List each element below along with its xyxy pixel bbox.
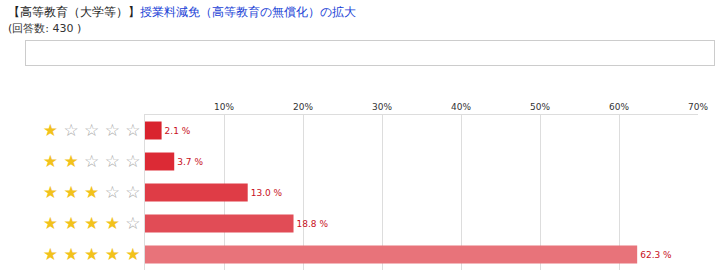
svg-text:18.8 %: 18.8 % xyxy=(297,219,329,229)
svg-text:50%: 50% xyxy=(530,102,550,112)
svg-text:★ ★ ☆ ☆ ☆: ★ ★ ☆ ☆ ☆ xyxy=(43,151,141,171)
svg-text:60%: 60% xyxy=(609,102,629,112)
svg-text:★ ★ ★ ★ ★: ★ ★ ★ ★ ★ xyxy=(43,244,141,264)
html-text:【高等教育（大学等）】授業料減免（高等教育の無償化）の拡大: 【高等教育（大学等）】授業料減免（高等教育の無償化）の拡大 xyxy=(8,5,356,19)
svg-text:10%: 10% xyxy=(214,102,234,112)
html-text:(回答数: 430 ): (回答数: 430 ) xyxy=(8,22,82,35)
svg-text:★ ☆ ☆ ☆ ☆: ★ ☆ ☆ ☆ ☆ xyxy=(43,120,141,140)
svg-text:★ ★ ★ ☆ ☆: ★ ★ ★ ☆ ☆ xyxy=(43,182,141,202)
svg-text:40%: 40% xyxy=(451,102,471,112)
svg-text:62.3 %: 62.3 % xyxy=(640,250,672,260)
svg-text:★ ★ ★ ★ ☆: ★ ★ ★ ★ ☆ xyxy=(43,213,141,233)
svg-text:3.7 %: 3.7 % xyxy=(177,157,203,167)
svg-text:30%: 30% xyxy=(372,102,392,112)
svg-text:20%: 20% xyxy=(293,102,313,112)
svg-text:13.0 %: 13.0 % xyxy=(251,188,283,198)
svg-text:2.1 %: 2.1 % xyxy=(165,126,191,136)
svg-text:70%: 70% xyxy=(688,102,708,112)
